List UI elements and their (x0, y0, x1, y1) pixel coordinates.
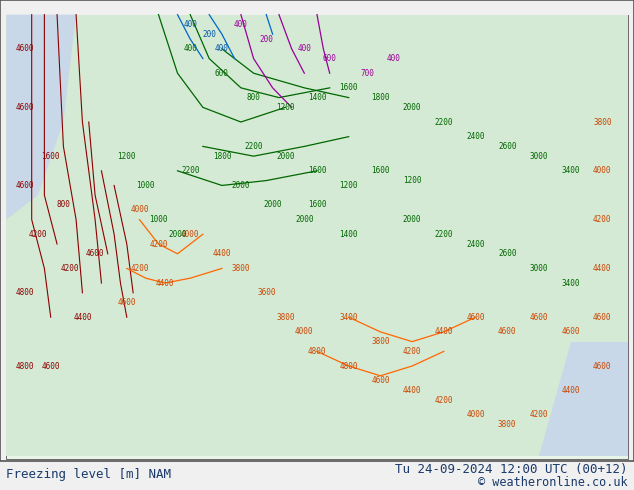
Text: 4600: 4600 (16, 181, 35, 190)
Text: 4000: 4000 (466, 410, 485, 419)
FancyBboxPatch shape (6, 15, 628, 459)
Text: 600: 600 (215, 69, 229, 78)
Text: 2400: 2400 (466, 240, 485, 248)
Text: 400: 400 (386, 54, 400, 63)
Text: © weatheronline.co.uk: © weatheronline.co.uk (478, 476, 628, 489)
Polygon shape (6, 15, 628, 456)
Text: 3800: 3800 (231, 264, 250, 273)
Text: 1200: 1200 (276, 103, 295, 112)
Text: 400: 400 (183, 20, 197, 29)
Text: 400: 400 (183, 44, 197, 53)
Text: 1600: 1600 (41, 152, 60, 161)
Text: 3800: 3800 (276, 313, 295, 322)
Text: 4600: 4600 (41, 362, 60, 370)
Text: 4200: 4200 (149, 240, 168, 248)
Text: 400: 400 (234, 20, 248, 29)
Text: 1000: 1000 (136, 181, 155, 190)
Text: 800: 800 (56, 200, 70, 209)
Text: 4400: 4400 (434, 327, 453, 336)
Text: 3000: 3000 (529, 152, 548, 161)
Text: 4600: 4600 (593, 313, 612, 322)
Text: 4200: 4200 (529, 410, 548, 419)
Text: 2200: 2200 (434, 230, 453, 239)
Text: 1600: 1600 (371, 166, 390, 175)
Text: 2000: 2000 (168, 230, 187, 239)
Text: 2200: 2200 (181, 166, 200, 175)
Text: 2400: 2400 (466, 132, 485, 141)
Text: 800: 800 (247, 93, 261, 102)
Text: 2000: 2000 (403, 215, 422, 224)
Text: 2600: 2600 (498, 249, 517, 258)
Text: 4400: 4400 (212, 249, 231, 258)
Text: 4200: 4200 (593, 215, 612, 224)
Text: 4400: 4400 (561, 386, 580, 395)
Polygon shape (6, 15, 76, 220)
Text: 4000: 4000 (130, 205, 149, 214)
Text: 1600: 1600 (307, 166, 327, 175)
Text: 4200: 4200 (60, 264, 79, 273)
Text: 200: 200 (259, 34, 273, 44)
Text: 4600: 4600 (371, 376, 390, 385)
Text: 1600: 1600 (307, 200, 327, 209)
Text: 4600: 4600 (16, 44, 35, 53)
Text: 1800: 1800 (371, 93, 390, 102)
Text: 2200: 2200 (434, 118, 453, 126)
Text: 2000: 2000 (295, 215, 314, 224)
Text: 4200: 4200 (29, 230, 48, 239)
Text: 200: 200 (202, 30, 216, 39)
Text: 1200: 1200 (339, 181, 358, 190)
Text: 4600: 4600 (117, 298, 136, 307)
Text: 4200: 4200 (130, 264, 149, 273)
Text: 3000: 3000 (529, 264, 548, 273)
Text: 4600: 4600 (16, 103, 35, 112)
Text: 700: 700 (361, 69, 375, 78)
Text: 1200: 1200 (403, 176, 422, 185)
Text: Tu 24-09-2024 12:00 UTC (00+12): Tu 24-09-2024 12:00 UTC (00+12) (395, 463, 628, 476)
Text: 4000: 4000 (593, 166, 612, 175)
Text: 2200: 2200 (244, 142, 263, 151)
Text: 2000: 2000 (276, 152, 295, 161)
Text: 3600: 3600 (257, 288, 276, 297)
Text: 600: 600 (323, 54, 337, 63)
Text: 3800: 3800 (593, 118, 612, 126)
Text: 400: 400 (215, 44, 229, 53)
Text: 4600: 4600 (86, 249, 105, 258)
Text: 4600: 4600 (498, 327, 517, 336)
Text: 3800: 3800 (371, 337, 390, 346)
Text: 3400: 3400 (561, 166, 580, 175)
Text: 4400: 4400 (593, 264, 612, 273)
Text: 2000: 2000 (403, 103, 422, 112)
Text: 400: 400 (297, 44, 311, 53)
Text: 2600: 2600 (498, 142, 517, 151)
Text: 4000: 4000 (181, 230, 200, 239)
Text: 4800: 4800 (339, 362, 358, 370)
Text: 2000: 2000 (263, 200, 282, 209)
Polygon shape (539, 342, 628, 456)
Text: 4800: 4800 (16, 362, 35, 370)
Text: 1600: 1600 (339, 83, 358, 92)
Text: 1400: 1400 (307, 93, 327, 102)
Text: 1200: 1200 (117, 152, 136, 161)
Text: 1000: 1000 (149, 215, 168, 224)
Text: 4600: 4600 (561, 327, 580, 336)
Text: 4200: 4200 (403, 347, 422, 356)
Text: 4600: 4600 (529, 313, 548, 322)
Text: 1800: 1800 (212, 152, 231, 161)
Text: 1400: 1400 (339, 230, 358, 239)
Text: 3400: 3400 (561, 278, 580, 288)
Text: 3400: 3400 (339, 313, 358, 322)
Text: 2000: 2000 (231, 181, 250, 190)
Text: 4800: 4800 (16, 288, 35, 297)
Text: 4600: 4600 (466, 313, 485, 322)
Text: 3800: 3800 (498, 420, 517, 429)
Text: 4800: 4800 (307, 347, 327, 356)
Text: 4400: 4400 (403, 386, 422, 395)
Text: 4200: 4200 (434, 396, 453, 405)
Text: 4000: 4000 (295, 327, 314, 336)
Text: 4400: 4400 (155, 278, 174, 288)
Text: 4400: 4400 (73, 313, 92, 322)
Text: Freezing level [m] NAM: Freezing level [m] NAM (6, 468, 171, 481)
Text: 4600: 4600 (593, 362, 612, 370)
